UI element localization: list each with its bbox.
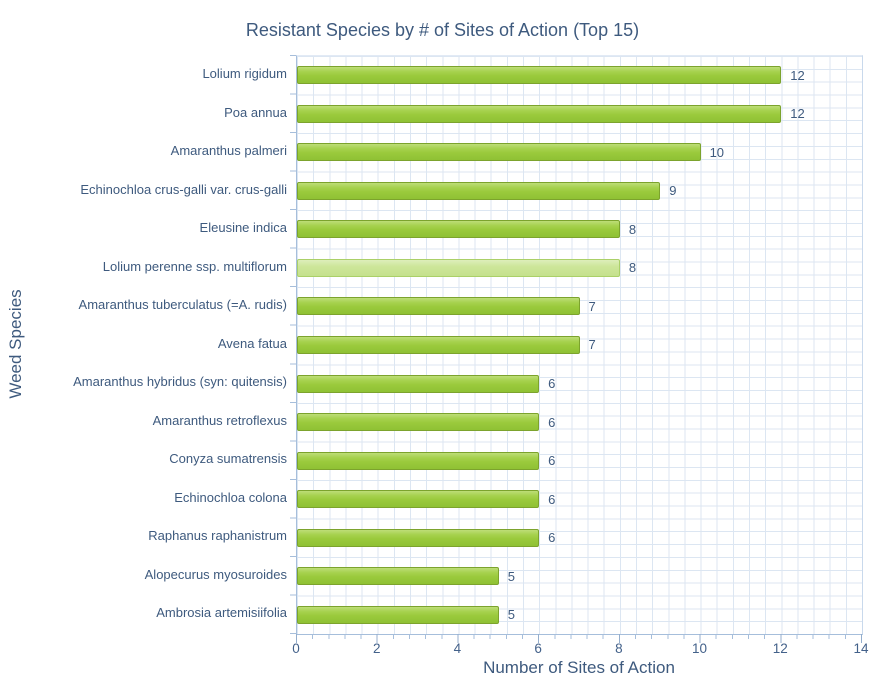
bar [297, 374, 540, 393]
bar-row: 6 [297, 403, 862, 442]
bar [297, 104, 782, 123]
x-axis-title: Number of Sites of Action [483, 658, 675, 677]
category-label: Poa annua [224, 104, 287, 120]
bar-row: 12 [297, 95, 862, 134]
x-tick-label: 2 [372, 641, 381, 656]
bar-row: 6 [297, 480, 862, 519]
bar [297, 567, 499, 586]
bar-row: 8 [297, 249, 862, 288]
bar-value-label: 5 [507, 607, 516, 623]
bar-row: 7 [297, 326, 862, 365]
bar-row: 6 [297, 441, 862, 480]
bar [297, 66, 782, 85]
category-label: Amaranthus tuberculatus (=A. rudis) [78, 297, 287, 313]
category-label: Amaranthus palmeri [170, 143, 287, 159]
bar-value-label: 10 [709, 144, 725, 160]
bar-row: 9 [297, 172, 862, 211]
category-label: Avena fatua [217, 335, 287, 351]
bar-row: 5 [297, 595, 862, 634]
bar [297, 258, 620, 277]
y-axis-category-labels: Lolium rigidum Poa annua Amaranthus palmer… [0, 55, 287, 633]
category-label: Eleusine indica [199, 220, 287, 236]
category-label: Echinochloa crus-galli var. crus-galli [80, 181, 287, 197]
bar-value-label: 8 [628, 221, 637, 237]
x-tick-label: 4 [453, 641, 462, 656]
bar [297, 181, 661, 200]
bar-row: 12 [297, 56, 862, 95]
bar-row: 6 [297, 364, 862, 403]
bar [297, 297, 580, 316]
y-axis-title: Weed Species [6, 289, 25, 399]
bar-value-label: 6 [548, 376, 556, 392]
category-label: Echinochloa colona [174, 489, 287, 505]
bar-value-label: 6 [548, 414, 556, 430]
category-label: Ambrosia artemisiifolia [156, 605, 287, 621]
y-axis-tick-marks [290, 55, 296, 634]
plot-area: 12 12 10 9 8 8 7 7 6 6 6 6 6 5 5 [296, 55, 863, 635]
bar [297, 605, 499, 624]
x-tick-label: 10 [692, 641, 708, 656]
bar-value-label: 9 [669, 183, 677, 199]
x-tick-label: 8 [615, 641, 623, 656]
bar-row: 5 [297, 557, 862, 596]
bar [297, 143, 701, 162]
bar-value-label: 6 [548, 453, 556, 469]
category-label: Amaranthus retroflexus [152, 412, 287, 428]
category-label: Alopecurus myosuroides [144, 566, 287, 582]
category-label: Conyza sumatrensis [169, 451, 287, 467]
category-label: Amaranthus hybridus (syn: quitensis) [73, 374, 287, 390]
bar [297, 335, 580, 354]
bar [297, 451, 540, 470]
x-tick-label: 12 [772, 641, 788, 656]
category-label: Lolium perenne ssp. multiflorum [102, 258, 287, 274]
x-tick-label: 6 [534, 641, 542, 656]
x-tick-label: 0 [292, 641, 300, 656]
chart-title: Resistant Species by # of Sites of Actio… [245, 20, 640, 40]
bar [297, 528, 540, 547]
x-tick-label: 14 [853, 641, 869, 656]
bar [297, 220, 620, 239]
bar-value-label: 12 [790, 67, 805, 83]
bar-row: 10 [297, 133, 862, 172]
bar-value-label: 5 [507, 568, 516, 584]
bar-value-label: 12 [790, 106, 805, 122]
bar-value-label: 7 [588, 337, 596, 353]
bar [297, 413, 540, 432]
category-label: Raphanus raphanistrum [148, 528, 287, 544]
x-axis-major-tick-marks [296, 634, 862, 643]
bar [297, 490, 540, 509]
category-label: Lolium rigidum [202, 66, 287, 81]
bar-row: 6 [297, 518, 862, 557]
bar-value-label: 8 [628, 260, 637, 276]
bar-row: 8 [297, 210, 862, 249]
bar-row: 7 [297, 287, 862, 326]
bar-value-label: 7 [588, 298, 596, 314]
bar-value-label: 6 [548, 491, 556, 507]
bar-value-label: 6 [548, 530, 556, 546]
